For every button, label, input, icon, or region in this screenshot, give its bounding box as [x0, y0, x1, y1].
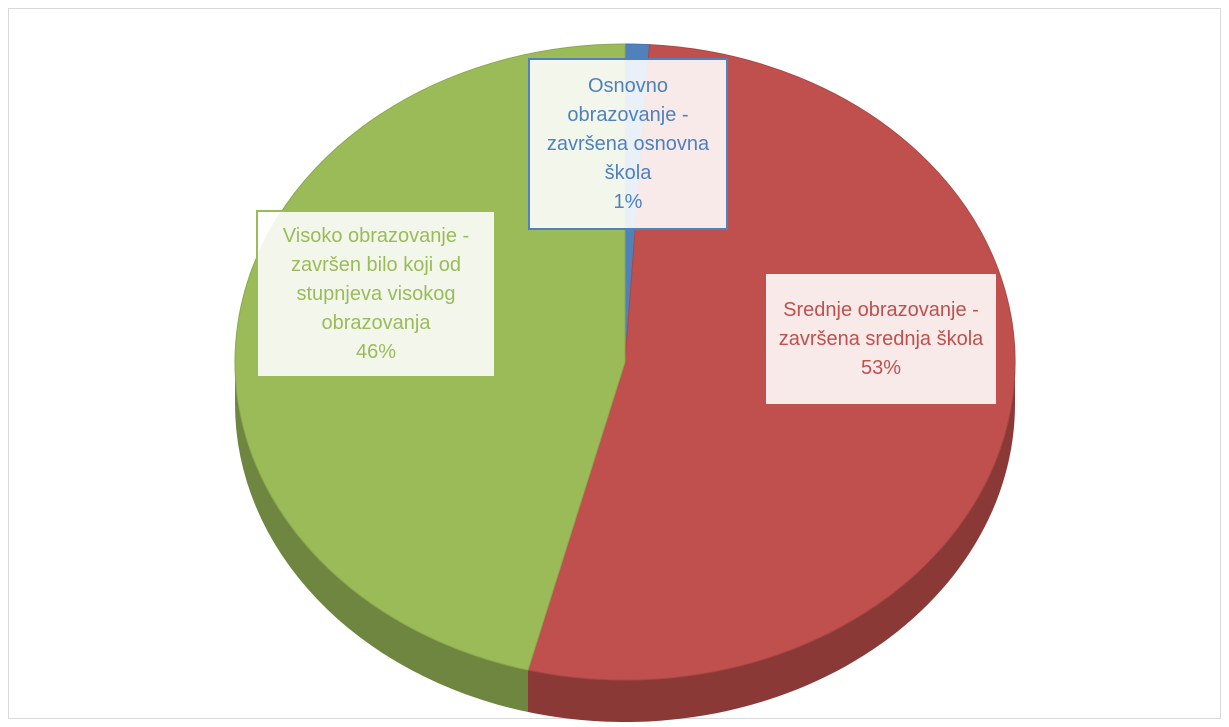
- category-label: Visoko obrazovanje - završen bilo koji o…: [282, 224, 470, 334]
- value-label: 53%: [860, 356, 902, 379]
- value-label: 1%: [613, 190, 643, 213]
- pie-slice-side: [528, 362, 1015, 723]
- data-label: Srednje obrazovanje - završena srednja š…: [764, 272, 998, 406]
- category-label: Osnovno obrazovanje - završena osnovna š…: [546, 74, 710, 184]
- data-label: Visoko obrazovanje - završen bilo koji o…: [256, 210, 496, 378]
- value-label: 46%: [355, 340, 397, 363]
- category-label: Srednje obrazovanje - završena srednja š…: [778, 298, 984, 350]
- data-label: Osnovno obrazovanje - završena osnovna š…: [528, 58, 728, 230]
- pie-slice-side: [235, 362, 529, 713]
